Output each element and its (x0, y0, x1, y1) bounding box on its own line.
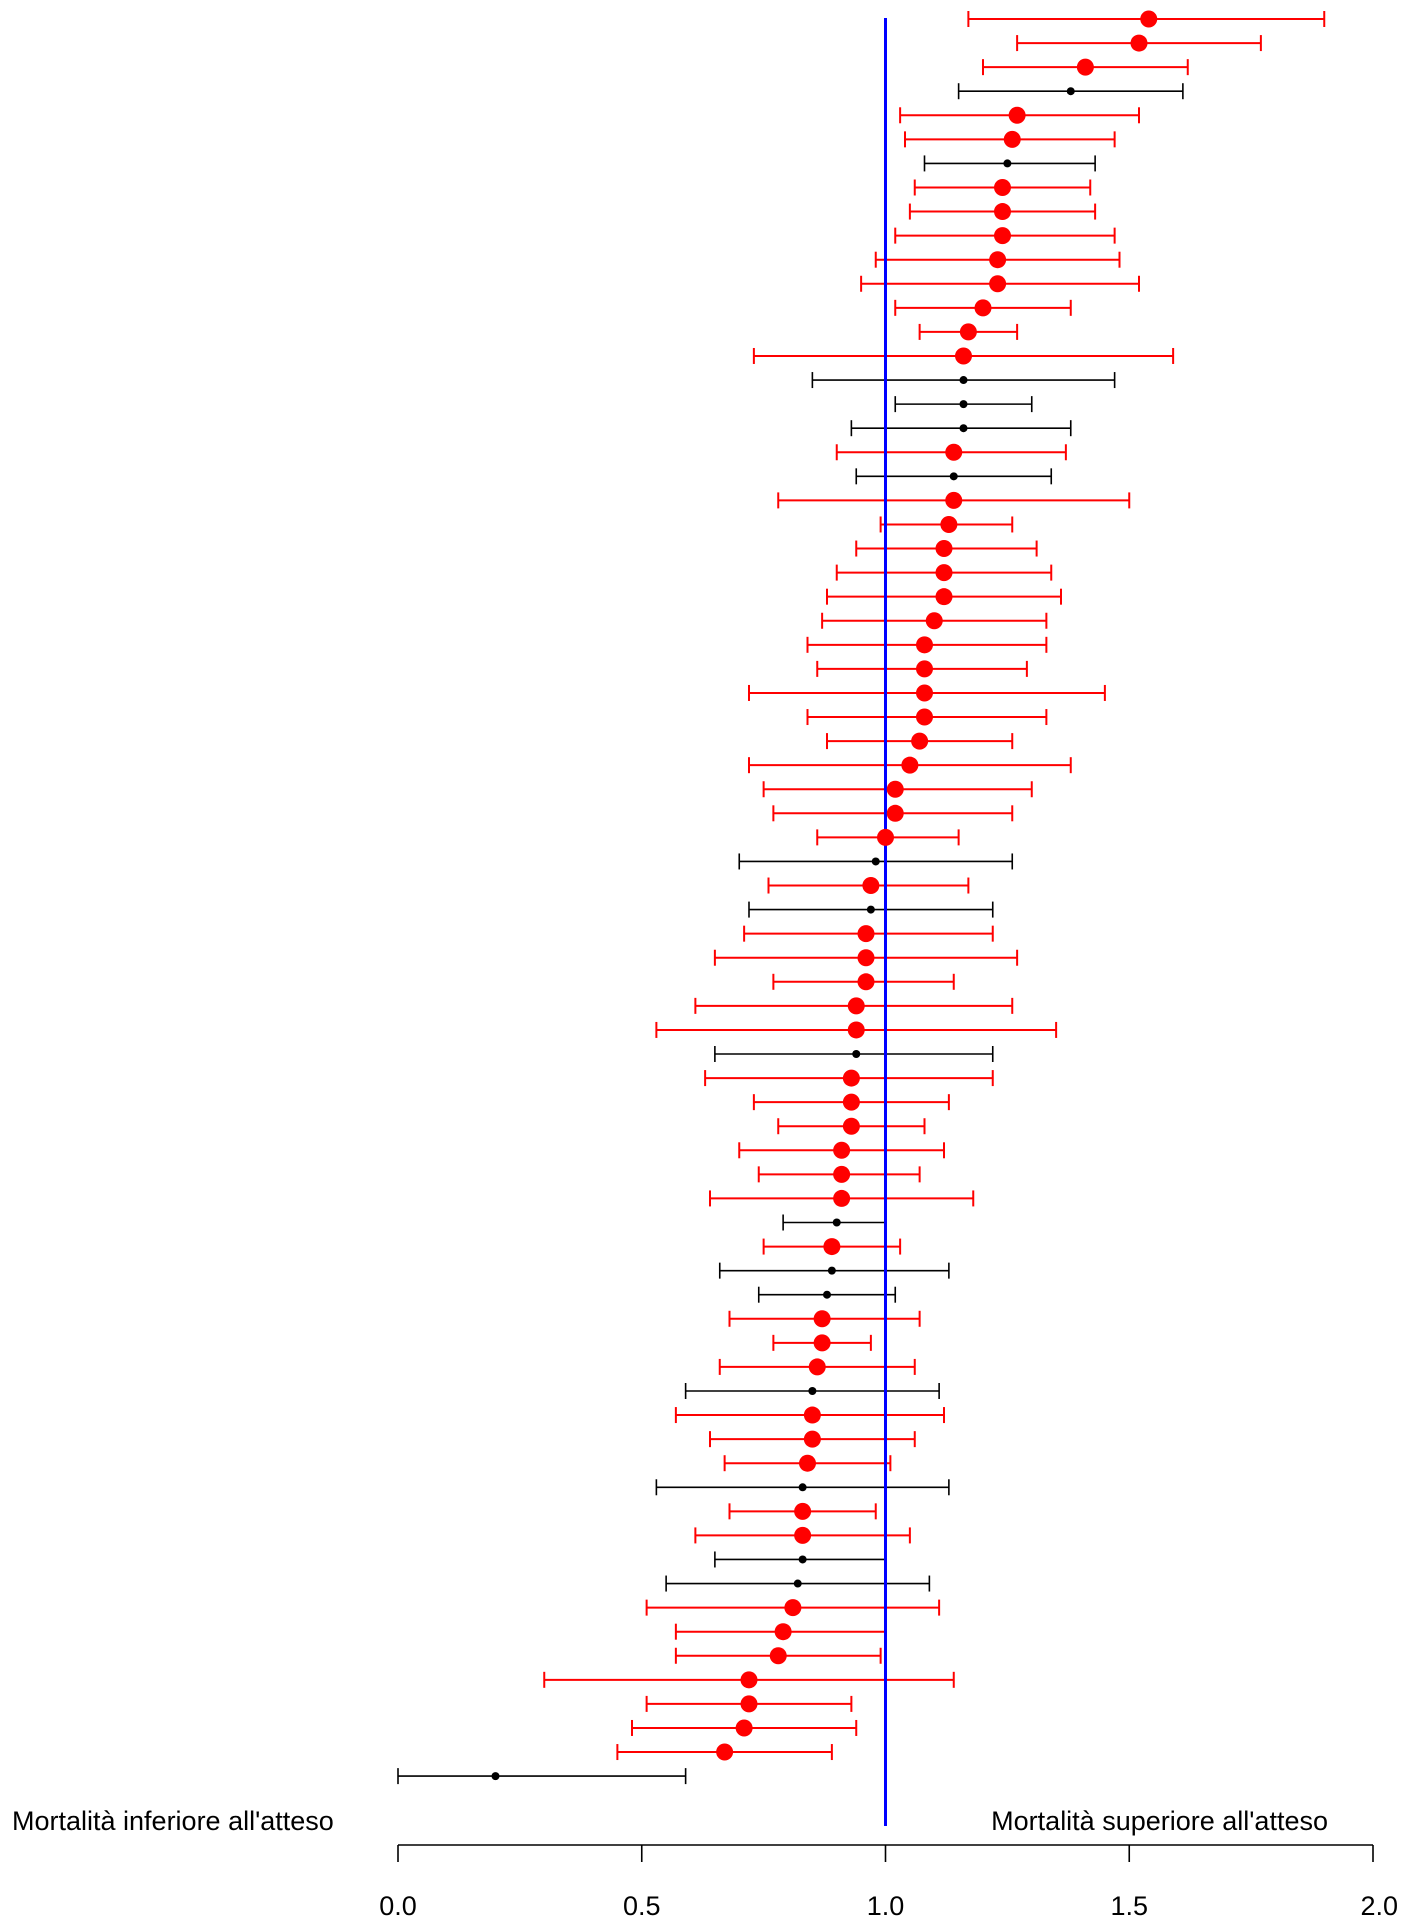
point-estimate (886, 780, 904, 798)
point-estimate (803, 1406, 821, 1424)
point-estimate (842, 1093, 860, 1111)
point-estimate (1076, 58, 1094, 76)
point-estimate (886, 804, 904, 822)
point-estimate (974, 299, 992, 317)
point-estimate (989, 251, 1007, 269)
point-estimate (491, 1772, 500, 1781)
annotation-higher-mortality: Mortalità superiore all'atteso (991, 1806, 1328, 1836)
point-estimate (798, 1483, 807, 1492)
point-estimate (959, 400, 968, 409)
point-estimate (735, 1719, 753, 1737)
point-estimate (842, 1117, 860, 1135)
intervals-layer (397, 11, 1326, 1785)
point-estimate (901, 756, 919, 774)
point-estimate (823, 1238, 841, 1256)
point-estimate (1003, 130, 1021, 148)
point-estimate (940, 515, 958, 533)
point-estimate (994, 178, 1011, 196)
point-estimate (774, 1623, 792, 1641)
point-estimate (852, 1050, 861, 1059)
point-estimate (1130, 34, 1148, 52)
point-estimate (916, 636, 933, 654)
point-estimate (842, 1069, 860, 1087)
x-tick-label: 0.5 (623, 1891, 661, 1921)
point-estimate (1140, 10, 1158, 28)
point-estimate (794, 1502, 812, 1520)
point-estimate (808, 1386, 817, 1395)
point-estimate (847, 997, 865, 1015)
annotation-lower-mortality: Mortalità inferiore all'atteso (12, 1806, 334, 1836)
point-estimate (808, 1358, 826, 1376)
point-estimate (1066, 87, 1075, 96)
point-estimate (916, 708, 933, 726)
point-estimate (955, 347, 972, 365)
point-estimate (799, 1454, 816, 1472)
point-estimate (813, 1334, 831, 1352)
point-estimate (823, 1290, 831, 1299)
x-tick-label: 1.5 (1110, 1891, 1148, 1921)
point-estimate (871, 857, 880, 866)
point-estimate (862, 877, 880, 895)
point-estimate (740, 1695, 758, 1713)
point-estimate (833, 1165, 851, 1183)
x-tick-label: 1.0 (867, 1891, 905, 1921)
point-estimate (935, 564, 953, 582)
point-estimate (945, 491, 963, 509)
point-estimate (857, 925, 875, 943)
point-estimate (959, 323, 977, 341)
point-estimate (813, 1310, 831, 1328)
point-estimate (769, 1647, 787, 1665)
point-estimate (1008, 106, 1026, 124)
point-estimate (989, 275, 1007, 293)
point-estimate (857, 949, 875, 967)
point-estimate (994, 227, 1011, 245)
point-estimate (784, 1599, 802, 1617)
point-estimate (832, 1218, 841, 1227)
points-layer (491, 10, 1158, 1781)
point-estimate (959, 376, 968, 385)
point-estimate (798, 1555, 807, 1564)
point-estimate (925, 612, 943, 630)
point-estimate (740, 1671, 758, 1689)
point-estimate (949, 472, 958, 481)
point-estimate (945, 443, 963, 461)
point-estimate (833, 1189, 851, 1207)
point-estimate (935, 540, 953, 558)
x-axis: 0.0 0.5 1.0 1.5 2.0 (379, 1844, 1398, 1921)
point-estimate (935, 588, 953, 606)
point-estimate (794, 1526, 812, 1544)
point-estimate (857, 973, 875, 991)
point-estimate (866, 905, 875, 914)
point-estimate (803, 1430, 821, 1448)
point-estimate (959, 424, 968, 433)
point-estimate (793, 1579, 802, 1588)
x-tick-label: 2.0 (1360, 1891, 1398, 1921)
point-estimate (994, 203, 1011, 221)
point-estimate (833, 1141, 851, 1159)
point-estimate (916, 660, 933, 678)
point-estimate (716, 1743, 734, 1761)
x-tick-label: 0.0 (379, 1891, 417, 1921)
point-estimate (877, 828, 894, 846)
point-estimate (827, 1266, 836, 1275)
point-estimate (1003, 159, 1012, 168)
point-estimate (911, 732, 929, 750)
point-estimate (916, 684, 933, 702)
point-estimate (847, 1021, 865, 1039)
